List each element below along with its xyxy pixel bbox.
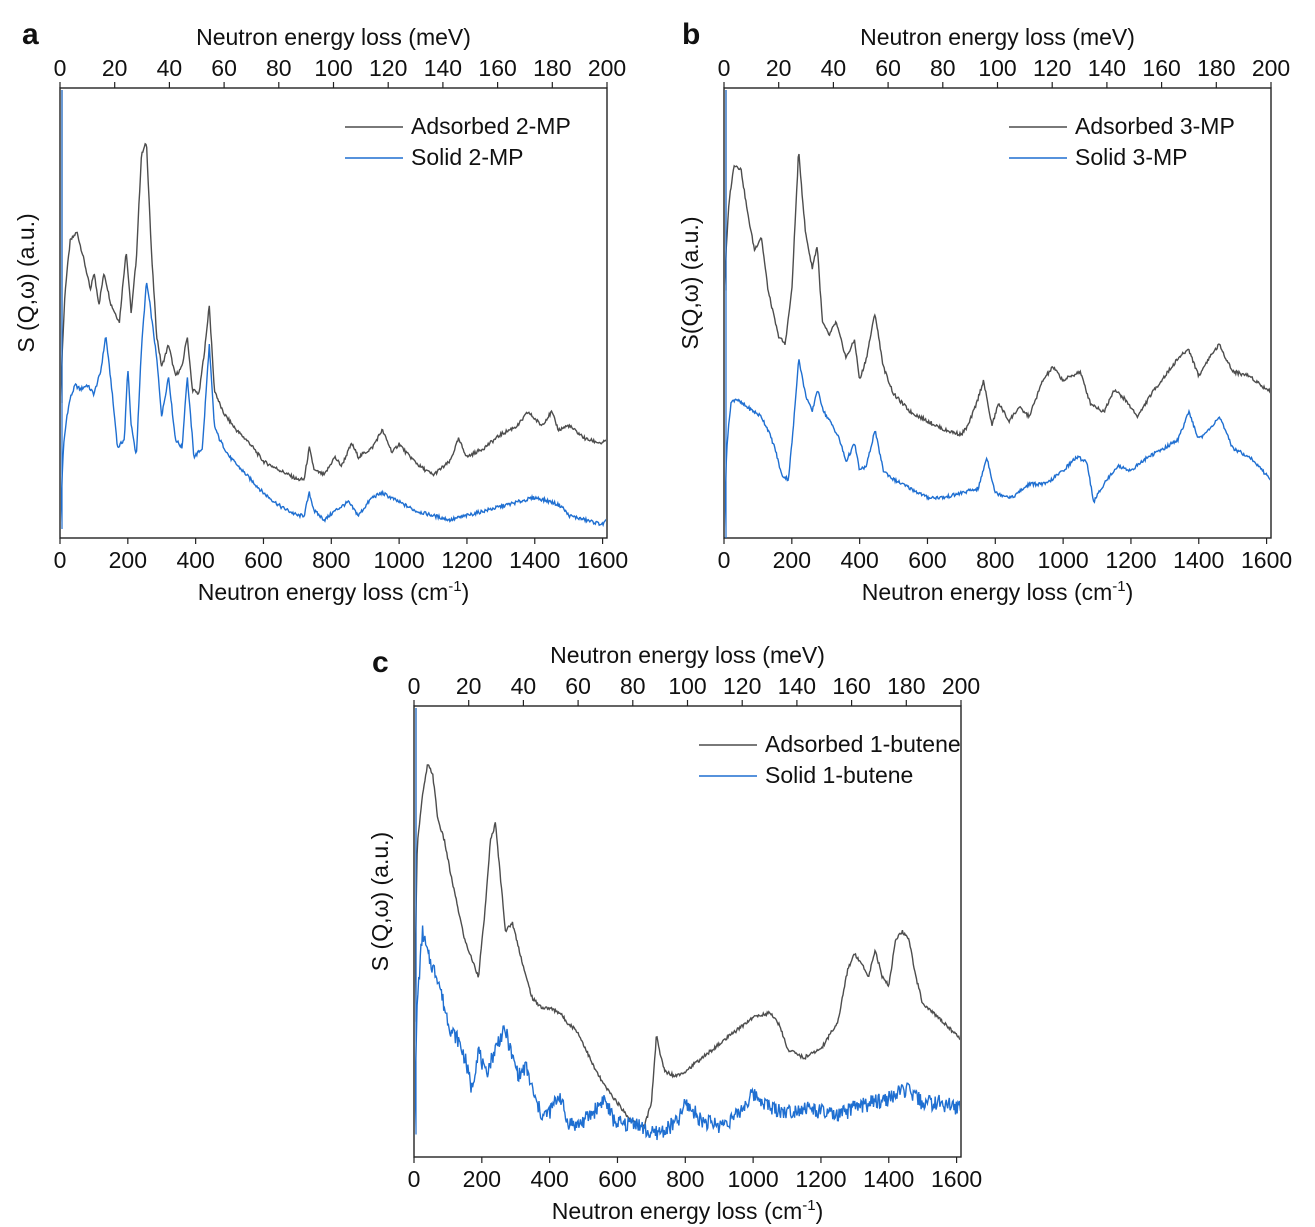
bottom-tick-label: 1000 (1038, 547, 1089, 573)
bottom-tick-label: 1600 (931, 1166, 982, 1192)
top-tick-label: 160 (1142, 55, 1180, 81)
panel-letter: c (372, 646, 389, 679)
bottom-axis-title-end: ) (1126, 579, 1134, 605)
y-axis-title: S(Q,ω) (a.u.) (677, 217, 703, 350)
top-tick-label: 60 (565, 673, 591, 699)
bottom-tick-label: 400 (840, 547, 878, 573)
top-tick-label: 120 (723, 673, 761, 699)
legend-label: Solid 3-MP (1075, 144, 1187, 170)
bottom-axis-title-main: Neutron energy loss (cm (862, 579, 1113, 605)
bottom-tick-label: 600 (244, 547, 282, 573)
top-tick-label: 140 (424, 55, 462, 81)
legend-label: Adsorbed 2-MP (411, 113, 571, 139)
bottom-tick-label: 0 (54, 547, 67, 573)
bottom-axis-title-sup: -1 (1112, 578, 1125, 595)
bottom-tick-label: 400 (176, 547, 214, 573)
top-tick-label: 20 (456, 673, 482, 699)
top-tick-label: 180 (533, 55, 571, 81)
top-tick-label: 20 (766, 55, 792, 81)
bottom-tick-label: 1200 (1105, 547, 1156, 573)
top-axis-title: Neutron energy loss (meV) (860, 24, 1135, 50)
bottom-axis-title-main: Neutron energy loss (cm (552, 1198, 803, 1224)
legend-label: Solid 1-butene (765, 762, 913, 788)
bottom-tick-label: 800 (312, 547, 350, 573)
top-tick-label: 200 (1252, 55, 1290, 81)
top-tick-label: 160 (478, 55, 516, 81)
top-tick-label: 200 (588, 55, 626, 81)
bottom-tick-label: 200 (463, 1166, 501, 1192)
top-tick-label: 100 (668, 673, 706, 699)
bottom-tick-label: 1600 (577, 547, 628, 573)
top-tick-label: 80 (930, 55, 956, 81)
bottom-tick-label: 0 (718, 547, 731, 573)
top-tick-label: 0 (718, 55, 731, 81)
top-tick-label: 200 (942, 673, 980, 699)
top-tick-label: 80 (266, 55, 292, 81)
bottom-axis-title: Neutron energy loss (cm-1) (862, 578, 1134, 605)
bottom-axis-title-end: ) (816, 1198, 824, 1224)
bottom-tick-label: 1200 (795, 1166, 846, 1192)
legend-label: Solid 2-MP (411, 144, 523, 170)
bottom-tick-label: 1400 (509, 547, 560, 573)
bottom-axis-title: Neutron energy loss (cm-1) (198, 578, 470, 605)
series-line-adsorbed-3-mp (725, 153, 1270, 437)
bottom-tick-label: 800 (666, 1166, 704, 1192)
top-tick-label: 140 (1088, 55, 1126, 81)
top-tick-label: 160 (832, 673, 870, 699)
top-tick-label: 180 (1197, 55, 1235, 81)
plot-frame (723, 87, 1272, 539)
bottom-tick-label: 600 (598, 1166, 636, 1192)
bottom-tick-label: 200 (773, 547, 811, 573)
bottom-axis-title-sup: -1 (802, 1197, 815, 1214)
bottom-tick-label: 1000 (728, 1166, 779, 1192)
series-line-adsorbed-2-mp (61, 142, 606, 482)
top-tick-label: 120 (369, 55, 407, 81)
bottom-axis-title-end: ) (462, 579, 470, 605)
top-tick-label: 120 (1033, 55, 1071, 81)
bottom-tick-label: 200 (109, 547, 147, 573)
series-line-solid-3-mp (725, 359, 1270, 529)
bottom-tick-label: 1000 (374, 547, 425, 573)
y-axis-title: S (Q,ω) (a.u.) (13, 213, 39, 352)
panel-letter: b (682, 18, 700, 51)
bottom-axis-title: Neutron energy loss (cm-1) (552, 1197, 824, 1224)
legend-label: Adsorbed 3-MP (1075, 113, 1235, 139)
top-tick-label: 180 (887, 673, 925, 699)
top-axis-title: Neutron energy loss (meV) (550, 642, 825, 668)
bottom-tick-label: 400 (530, 1166, 568, 1192)
bottom-tick-label: 0 (408, 1166, 421, 1192)
top-axis-title: Neutron energy loss (meV) (196, 24, 471, 50)
panel-letter: a (22, 18, 39, 51)
bottom-tick-label: 600 (908, 547, 946, 573)
bottom-axis-title-sup: -1 (448, 578, 461, 595)
top-tick-label: 100 (978, 55, 1016, 81)
bottom-axis-title-main: Neutron energy loss (cm (198, 579, 449, 605)
top-tick-label: 40 (157, 55, 183, 81)
top-tick-label: 0 (54, 55, 67, 81)
series-line-solid-2-mp (61, 282, 606, 528)
top-tick-label: 0 (408, 673, 421, 699)
bottom-tick-label: 800 (976, 547, 1014, 573)
bottom-tick-label: 1400 (863, 1166, 914, 1192)
bottom-tick-label: 1200 (441, 547, 492, 573)
top-tick-label: 40 (821, 55, 847, 81)
y-axis-title: S (Q,ω) (a.u.) (367, 832, 393, 971)
top-tick-label: 60 (211, 55, 237, 81)
top-tick-label: 100 (314, 55, 352, 81)
legend-label: Adsorbed 1-butene (765, 731, 961, 757)
top-tick-label: 20 (102, 55, 128, 81)
series-line-adsorbed-1-butene (415, 764, 960, 1130)
top-tick-label: 40 (511, 673, 537, 699)
bottom-tick-label: 1600 (1241, 547, 1292, 573)
top-tick-label: 140 (778, 673, 816, 699)
bottom-tick-label: 1400 (1173, 547, 1224, 573)
top-tick-label: 60 (875, 55, 901, 81)
top-tick-label: 80 (620, 673, 646, 699)
series-line-solid-1-butene (415, 925, 960, 1141)
